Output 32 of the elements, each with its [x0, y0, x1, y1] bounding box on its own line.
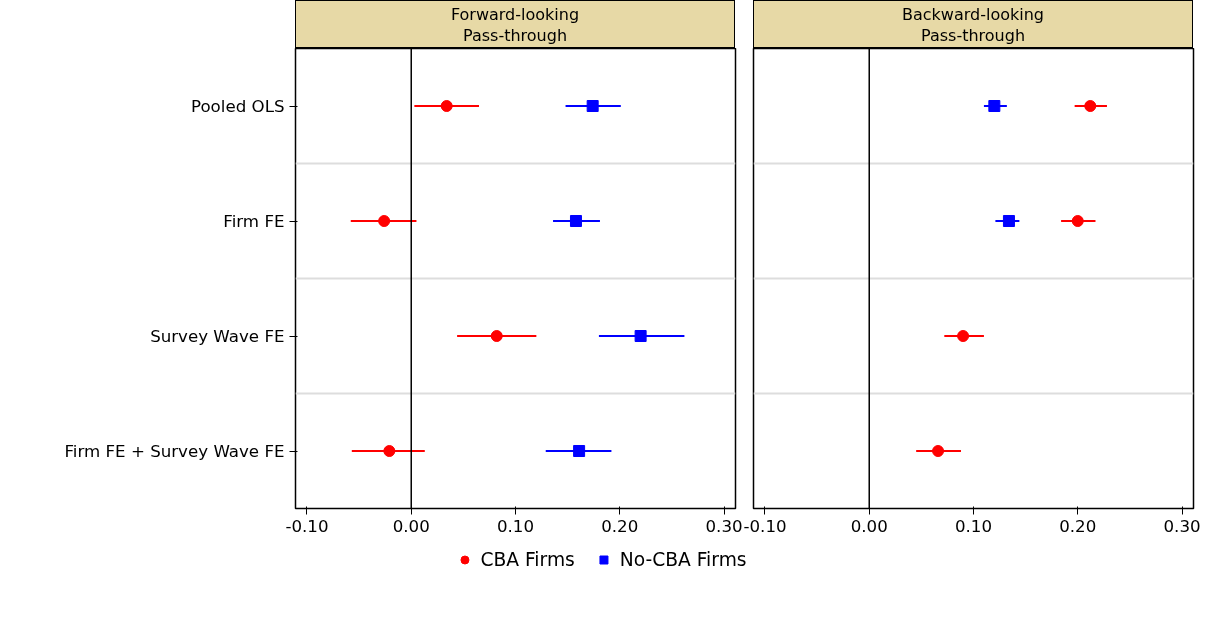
point: [569, 215, 582, 227]
x-tick-label: 0.20: [1059, 516, 1097, 536]
point: [490, 330, 503, 342]
point: [378, 215, 391, 227]
legend-label: CBA Firms: [480, 548, 575, 570]
point: [1071, 215, 1084, 227]
x-tick-label: 0.20: [601, 516, 639, 536]
chart-title: Backward-looking Pass-through: [902, 4, 1044, 46]
chart-title: Forward-looking Pass-through: [450, 4, 580, 46]
point: [573, 445, 586, 457]
point: [440, 100, 453, 112]
point: [634, 330, 647, 342]
x-tick-label: 0.10: [496, 516, 535, 536]
legend-label: No-CBA Firms: [619, 548, 747, 570]
point: [932, 445, 945, 457]
y-tick-label: Survey Wave FE: [150, 326, 285, 346]
x-tick-label: 0.30: [1163, 516, 1201, 536]
y-tick-label: Firm FE + Survey Wave FE: [64, 441, 285, 461]
x-tick-label: 0.00: [850, 516, 888, 536]
point: [586, 100, 599, 112]
y-tick-label: Firm FE: [223, 211, 285, 231]
x-tick-label: 0.00: [392, 516, 430, 536]
point: [1084, 100, 1097, 112]
x-tick-label: 0.30: [705, 516, 743, 536]
x-tick-label: -0.10: [285, 516, 329, 536]
y-tick-label: Pooled OLS: [190, 96, 285, 116]
point: [957, 330, 970, 342]
x-tick-label: 0.10: [954, 516, 993, 536]
point: [383, 445, 396, 457]
point: [988, 100, 1001, 112]
point: [1002, 215, 1015, 227]
x-tick-label: -0.10: [743, 516, 787, 536]
